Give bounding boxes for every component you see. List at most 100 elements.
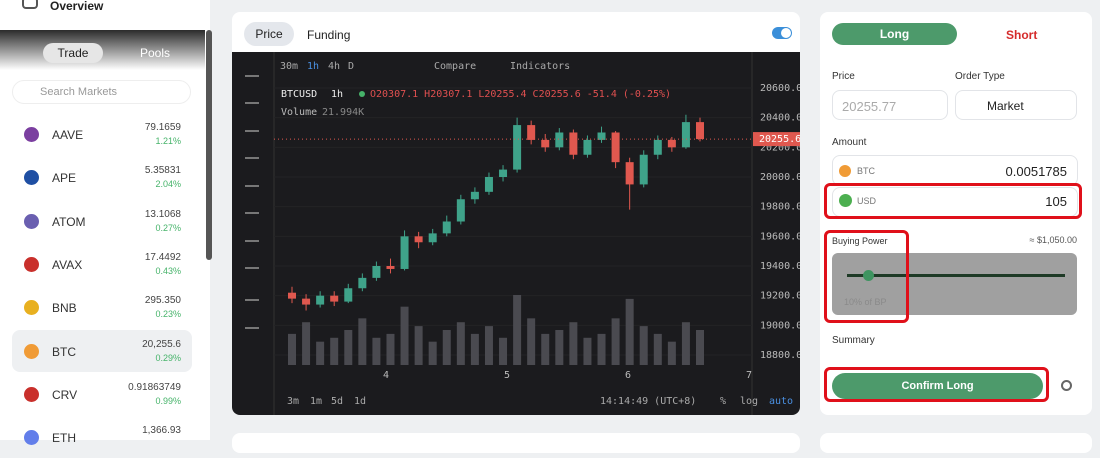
price-tick-label: 19200.0 [760,291,800,302]
price-tick-label: 19000.0 [760,320,800,331]
candle-body [302,298,311,305]
volume-bar [344,330,353,365]
market-row[interactable]: BTC 20,255.6 0.29% [12,329,192,372]
long-tab[interactable]: Long [832,23,957,45]
volume-bar [667,341,676,365]
btc-icon [839,165,851,177]
market-row[interactable]: APE 5.35831 2.04% [12,156,192,198]
drawing-tool [245,267,259,269]
search-box[interactable]: Search Markets [12,80,191,104]
candle-body [470,191,479,200]
drawing-tool [245,327,259,329]
drawing-tool [245,240,259,242]
market-price: 295.350 [144,295,181,307]
trade-tab[interactable]: Trade [43,43,103,63]
volume-bar [400,306,409,365]
market-name: CRV [52,387,78,402]
btc-label: BTC [857,166,875,176]
volume-bar [499,337,508,365]
market-icon [24,300,39,316]
volume-bar [639,326,648,365]
sidebar: Overview Trade Pools Search Markets AAVE… [0,0,212,446]
candle-body [653,139,662,155]
chart-toolbar-item: Compare [434,61,476,72]
market-icon [24,256,39,272]
candle-body [372,266,381,278]
price-tab[interactable]: Price [244,22,294,46]
candle-body [499,169,508,177]
volume-bar [583,337,592,365]
candle-body [611,132,620,163]
market-row[interactable]: CRV 0.91863749 0.99% [12,373,192,415]
search-placeholder: Search Markets [40,86,118,98]
candle-body [667,139,676,148]
drawing-tool [245,157,259,159]
chart-toolbar-item: 1h [307,61,319,72]
market-change: 1.21% [155,136,181,146]
drawing-tool [245,299,259,301]
confirm-button[interactable]: Confirm Long [832,373,1043,399]
slider-knob[interactable] [863,270,874,281]
price-input[interactable]: 20255.77 [832,90,948,120]
market-change: 0.43% [155,265,181,276]
market-name: BNB [52,301,77,316]
pools-tab-text: Pools [139,46,171,60]
volume-bar [372,337,381,365]
candle-body [681,122,690,148]
short-text: Short [1006,28,1038,42]
order-type-value: Market [987,99,1024,113]
market-row[interactable]: ATOM 13.1068 0.27% [12,200,192,242]
volume-bar [316,341,325,365]
market-row[interactable]: AAVE 79.1659 1.21% [12,113,192,155]
market-change: 0.27% [155,222,181,233]
market-price: 1,366.93 [142,425,181,437]
price-tab-text: Price [255,27,283,41]
chart-toolbar-item: Indicators [510,61,570,72]
market-price: 17.4492 [144,251,181,263]
candle-body [428,233,437,243]
pools-tab[interactable]: Pools [125,43,185,63]
candle-body [555,132,564,148]
price-panel: Price Funding 20600.0 20400.0 20200.0 20000… [232,12,800,415]
scale-option: % [720,396,726,407]
price-tick-label: 18800.0 [760,350,800,361]
drawing-tool [245,102,259,104]
candle-body [569,132,578,155]
toggle-knob [781,28,791,38]
price-tick-label: 20200.0 [760,142,800,153]
funding-tab[interactable]: Funding [307,28,350,42]
market-change: 0.29% [155,352,181,363]
usd-icon [839,194,852,207]
settings-icon[interactable] [1061,380,1072,391]
market-name: AVAX [52,257,83,272]
amount-label: Amount [832,137,867,148]
candle-body [358,277,367,289]
short-tab[interactable]: Short [1006,28,1037,42]
volume-bar [288,333,296,365]
usd-value: 105 [1045,194,1067,209]
candle-body [541,139,550,148]
order-panel: Long Short Price 20255.77 Order Type Mar… [820,12,1092,415]
market-name: ATOM [52,214,86,229]
order-type-select[interactable]: Market [955,90,1077,120]
market-name: BTC [52,344,76,359]
candle-body [484,177,493,192]
market-name: APE [52,171,77,186]
market-row[interactable]: AVAX 17.4492 0.43% [12,243,192,285]
market-row[interactable]: ETH 1,366.93 [12,416,192,458]
market-name: AAVE [52,128,84,142]
candle-body [316,295,325,305]
market-price: 0.91863749 [128,381,181,393]
status-dot [359,91,365,97]
candle-body [414,236,423,243]
candle-body [442,221,451,234]
candle-body [597,132,606,140]
slider-area[interactable] [832,253,1077,315]
price-tick-label: 19800.0 [760,202,800,213]
market-price: 79.1659 [144,122,181,133]
volume-bar [484,326,493,365]
market-price: 13.1068 [144,208,181,220]
drawing-tool [245,212,259,214]
order-type-label: Order Type [955,71,1005,82]
market-row[interactable]: BNB 295.350 0.23% [12,286,192,328]
